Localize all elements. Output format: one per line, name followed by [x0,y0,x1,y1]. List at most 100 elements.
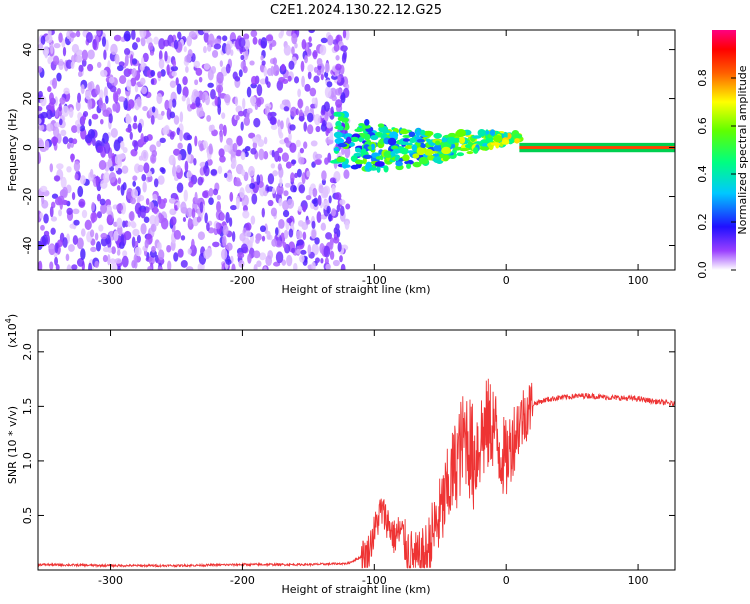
heatmap-cell [40,224,45,231]
heatmap-cell [157,266,163,270]
heatmap-cell [506,132,512,140]
heatmap-cell [162,126,170,135]
heatmap-cell [169,80,177,88]
spectrogram-y-ticks: -40 -20 0 20 40 [21,43,675,254]
heatmap-cell [318,184,324,194]
heatmap-cell [101,36,107,47]
heatmap-cell [65,253,70,262]
heatmap-cell [90,246,97,253]
heatmap-cell [53,43,61,49]
heatmap-cell [217,165,223,175]
heatmap-cell [45,34,53,44]
heatmap-cell [114,258,122,264]
heatmap-cell [400,147,409,155]
heatmap-cell [177,31,182,40]
heatmap-cell [108,76,115,84]
heatmap-cell [153,178,159,188]
heatmap-cell [358,136,363,143]
heatmap-cell [50,227,56,235]
heatmap-cell [279,177,283,187]
heatmap-cell [514,138,520,144]
heatmap-cell [278,218,285,229]
heatmap-cell [202,140,208,149]
heatmap-cell [208,143,213,155]
snr-line [38,378,675,569]
heatmap-cell [38,43,44,50]
heatmap-cell [43,213,49,224]
heatmap-cell [75,30,81,38]
heatmap-cell [108,172,117,183]
heatmap-cell [237,110,245,117]
heatmap-cell [325,263,332,270]
heatmap-cell [168,198,176,204]
heatmap-cell [114,154,122,166]
heatmap-cell [269,42,273,51]
heatmap-cell [51,136,59,145]
heatmap-cell [197,207,201,217]
heatmap-cell [280,120,284,130]
heatmap-cell [171,98,177,108]
heatmap-cell [96,61,102,69]
heatmap-cell [383,165,389,173]
heatmap-cell [142,181,147,193]
heatmap-cell [71,191,76,201]
heatmap-cell [213,43,222,50]
heatmap-cell [248,165,255,177]
heatmap-cell [130,220,136,227]
heatmap-cell [194,135,198,147]
snr-y-ticks: 0.5 1.0 1.5 2.0 [21,343,675,524]
heatmap-cell [202,190,209,199]
heatmap-cell [513,133,523,139]
heatmap-cell [305,194,312,201]
heatmap-cell [272,57,278,66]
heatmap-cell [402,134,412,139]
heatmap-cell [296,239,304,246]
heatmap-cell [340,92,346,104]
snr-y-label: SNR (10 * v/v) [6,406,19,484]
heatmap-cell [175,77,179,86]
heatmap-cell [142,52,149,63]
heatmap-cell [322,119,327,127]
heatmap-cell [337,242,342,253]
heatmap-cell [137,122,143,133]
heatmap-cell [103,86,108,99]
heatmap-cell [280,63,286,72]
heatmap-cell [223,144,231,152]
heatmap-cell [286,254,293,267]
heatmap-cell [203,62,210,70]
heatmap-cell [132,228,140,237]
heatmap-cell [191,238,195,251]
heatmap-cell [100,69,108,78]
heatmap-cell [204,212,208,224]
heatmap-cell [151,106,156,113]
heatmap-cell [389,131,399,139]
heatmap-cell [231,157,237,168]
heatmap-cell [272,170,279,177]
heatmap-cell [432,153,440,157]
heatmap-cell [266,186,274,192]
heatmap-cell [185,66,189,73]
heatmap-cell [185,266,194,270]
heatmap-cell [229,217,233,227]
heatmap-cell [263,66,268,77]
heatmap-cell [108,113,113,124]
heatmap-cell [94,232,99,241]
heatmap-cell [270,124,278,130]
heatmap-cell [100,203,107,214]
heatmap-cell [84,90,92,100]
spectrogram-x-label: Height of straight line (km) [281,283,430,296]
heatmap-cell [231,231,236,242]
heatmap-cell [290,106,298,117]
heatmap-cell [265,34,274,42]
heatmap-cell [199,201,204,213]
heatmap-cell [311,97,316,105]
heatmap-cell [213,38,222,46]
heatmap-cell [177,153,182,161]
heatmap-cell [189,103,197,110]
heatmap-cell [98,224,104,232]
spectrogram-y-tick-label: 20 [21,92,34,106]
heatmap-cell [157,175,165,185]
heatmap-cell [250,215,256,225]
heatmap-cell [70,61,75,70]
heatmap-cell [156,140,162,148]
